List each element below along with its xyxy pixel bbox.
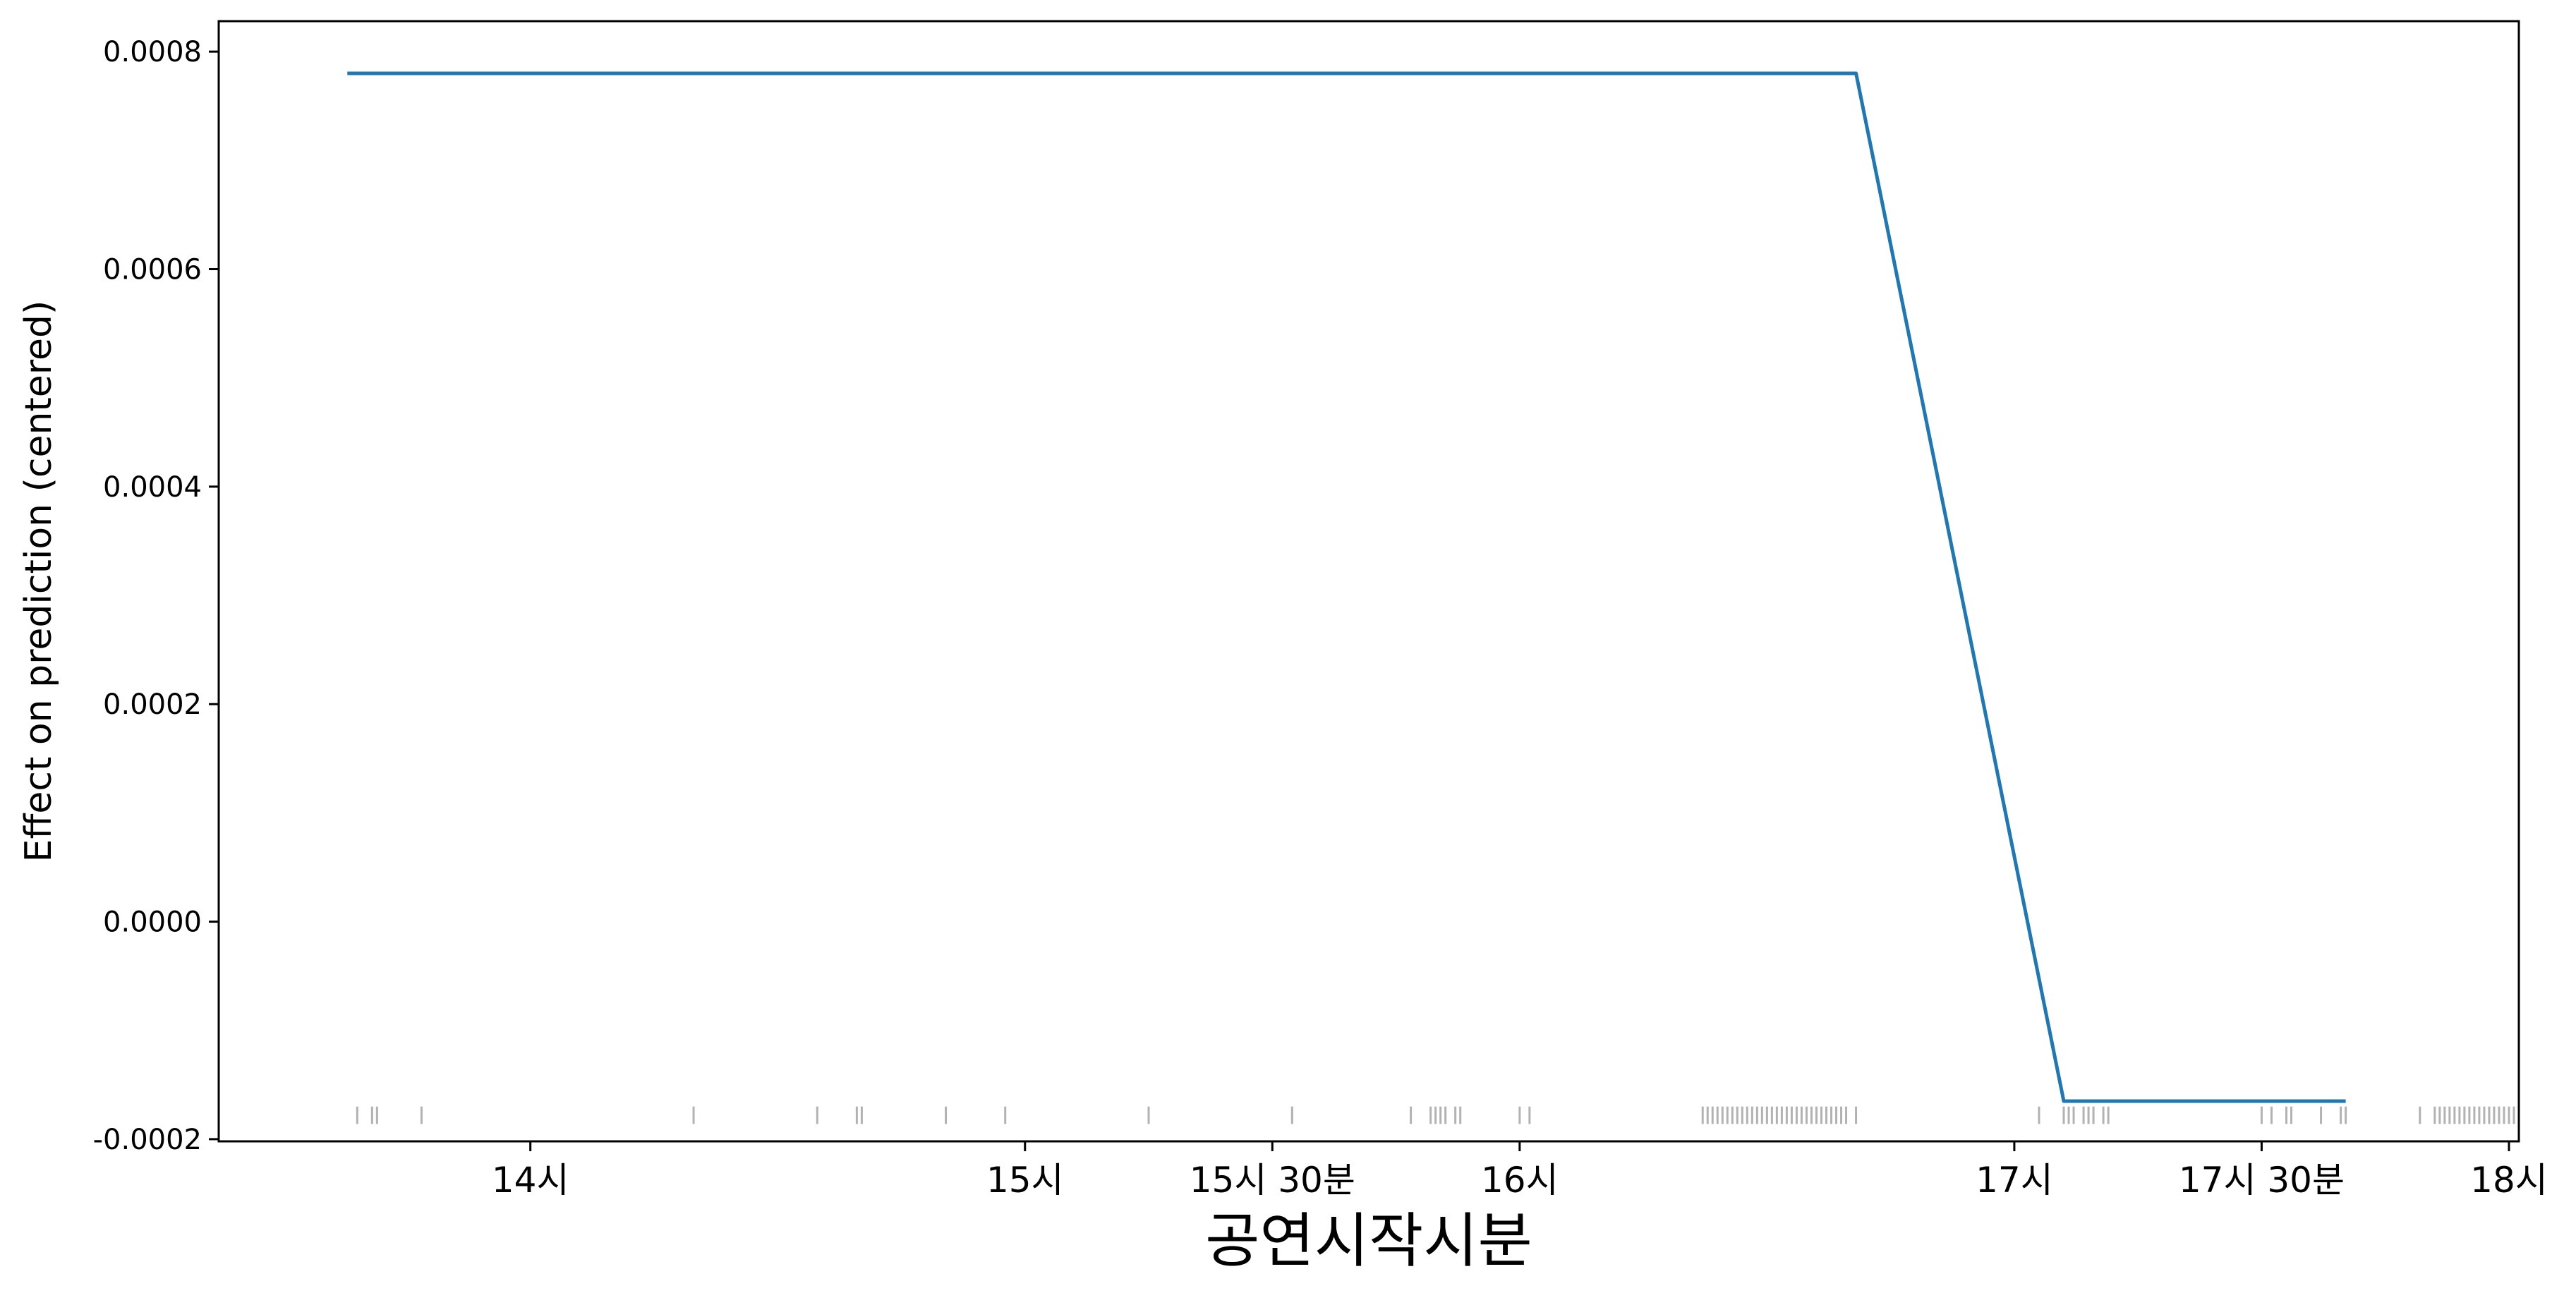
x-axis: 14시 15시 15시 30분 16시 17시 17시 30분 18시 [492, 1141, 2548, 1201]
x-tick-label: 18시 [2470, 1160, 2548, 1201]
y-tick-label: 0.0004 [103, 471, 202, 504]
y-tick-label: 0.0006 [103, 254, 202, 286]
y-tick-label: 0.0002 [103, 688, 202, 721]
x-tick-label: 16시 [1481, 1160, 1559, 1201]
rug-layer [356, 1106, 2515, 1124]
plot-frame [217, 20, 2520, 1143]
plot-background [219, 21, 2519, 1141]
x-tick-label: 17시 [1976, 1160, 2053, 1201]
y-tick-label: -0.0002 [93, 1124, 202, 1156]
x-axis-title: 공연시작시분 [1205, 1206, 1532, 1275]
series-line [347, 71, 2346, 1103]
x-tick-label: 15시 [986, 1160, 1064, 1201]
y-axis: -0.0002 0.0000 0.0002 0.0004 0.0006 0.0008 [93, 36, 219, 1156]
series-layer [347, 71, 2346, 1103]
y-axis-title: Effect on prediction (centered) [18, 301, 60, 863]
x-tick-label: 17시 30분 [2179, 1160, 2345, 1201]
x-tick-label: 15시 30분 [1190, 1160, 1355, 1201]
y-tick-label: 0.0008 [103, 36, 202, 68]
x-tick-label: 14시 [492, 1160, 569, 1201]
y-tick-label: 0.0000 [103, 906, 202, 939]
